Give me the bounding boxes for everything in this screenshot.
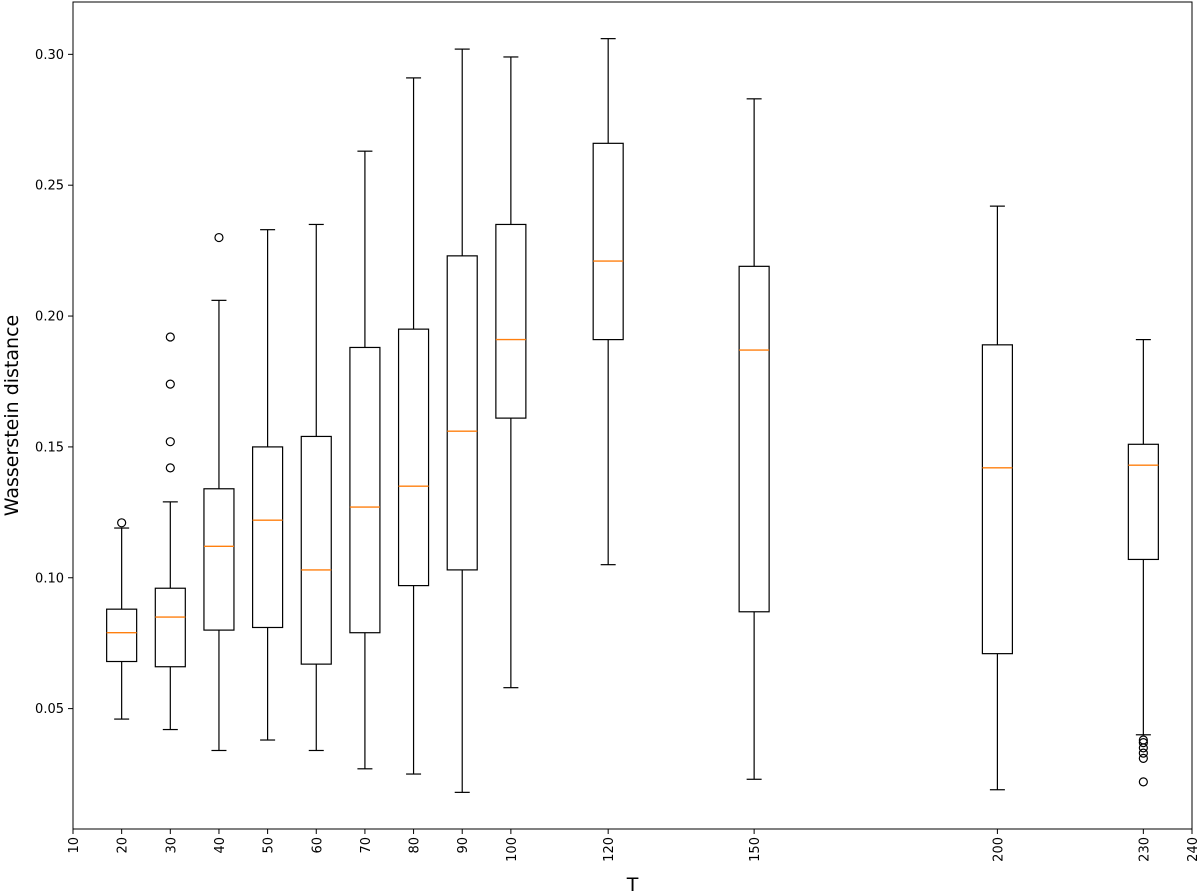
iqr-box	[397, 328, 430, 587]
box-group-120	[592, 38, 624, 566]
iqr-box	[300, 435, 332, 665]
x-tick-label-100: 100	[505, 837, 520, 862]
iqr-box	[592, 142, 624, 341]
iqr-box	[446, 255, 478, 571]
y-tick-label-0: 0.05	[35, 702, 64, 717]
iqr-box	[1127, 443, 1159, 561]
outlier-point	[1138, 777, 1148, 787]
iqr-box	[349, 346, 381, 634]
x-axis-label: T	[626, 874, 639, 896]
iqr-box	[981, 344, 1013, 655]
x-axis: 10 20 30 40 50 60 70 80 90 100 120 150 200 230 240	[67, 829, 1200, 862]
box-group-150	[738, 98, 770, 780]
box-group-230	[1127, 339, 1159, 787]
x-tick-label-230: 230	[1137, 837, 1152, 862]
box-group-100	[495, 56, 527, 689]
x-tick-label-70: 70	[359, 837, 374, 854]
x-tick-label-240: 240	[1186, 837, 1200, 862]
x-tick-label-20: 20	[116, 837, 131, 854]
x-tick-label-60: 60	[310, 837, 325, 854]
y-tick-label-5: 0.30	[35, 48, 64, 63]
y-axis-label: Wasserstein distance	[1, 315, 23, 516]
y-tick-label-1: 0.10	[35, 571, 64, 586]
iqr-box	[106, 608, 138, 663]
outlier-point	[214, 232, 224, 243]
x-tick-label-30: 30	[164, 837, 179, 854]
outlier-point	[165, 332, 175, 342]
x-tick-label-150: 150	[748, 837, 763, 862]
outlier-point	[165, 379, 175, 389]
iqr-box	[154, 587, 186, 668]
outlier-point	[1138, 753, 1148, 763]
iqr-box	[252, 446, 284, 629]
outlier-point	[1138, 735, 1148, 745]
axes-frame	[72, 1, 1193, 830]
x-tick-label-40: 40	[213, 837, 228, 854]
y-tick-label-2: 0.15	[35, 440, 64, 455]
x-tick-label-120: 120	[602, 837, 617, 862]
x-tick-label-10: 10	[67, 837, 82, 854]
x-tick-label-90: 90	[456, 837, 471, 854]
outlier-point	[165, 437, 175, 447]
x-tick-label-50: 50	[262, 837, 277, 854]
x-tick-label-200: 200	[991, 837, 1006, 862]
plot-area	[106, 38, 1159, 793]
box-group-50	[252, 229, 284, 741]
box-group-60	[300, 223, 332, 752]
iqr-box	[495, 223, 527, 419]
y-tick-label-3: 0.20	[35, 310, 64, 325]
outlier-point	[1138, 738, 1148, 748]
x-tick-label-80: 80	[408, 837, 423, 854]
box-group-40	[203, 232, 235, 752]
outlier-point	[165, 463, 175, 473]
box-group-80	[397, 77, 430, 775]
outlier-point	[117, 518, 127, 528]
outlier-point	[1138, 748, 1148, 758]
iqr-box	[738, 265, 770, 613]
box-group-20	[106, 518, 138, 720]
iqr-box	[203, 488, 235, 631]
y-axis: 0.05 0.10 0.15 0.20 0.25 0.30	[35, 48, 73, 717]
box-group-70	[349, 150, 381, 770]
box-group-200	[981, 205, 1013, 791]
box-group-90	[446, 48, 478, 793]
box-group-30	[154, 332, 186, 731]
y-tick-label-4: 0.25	[35, 179, 64, 194]
